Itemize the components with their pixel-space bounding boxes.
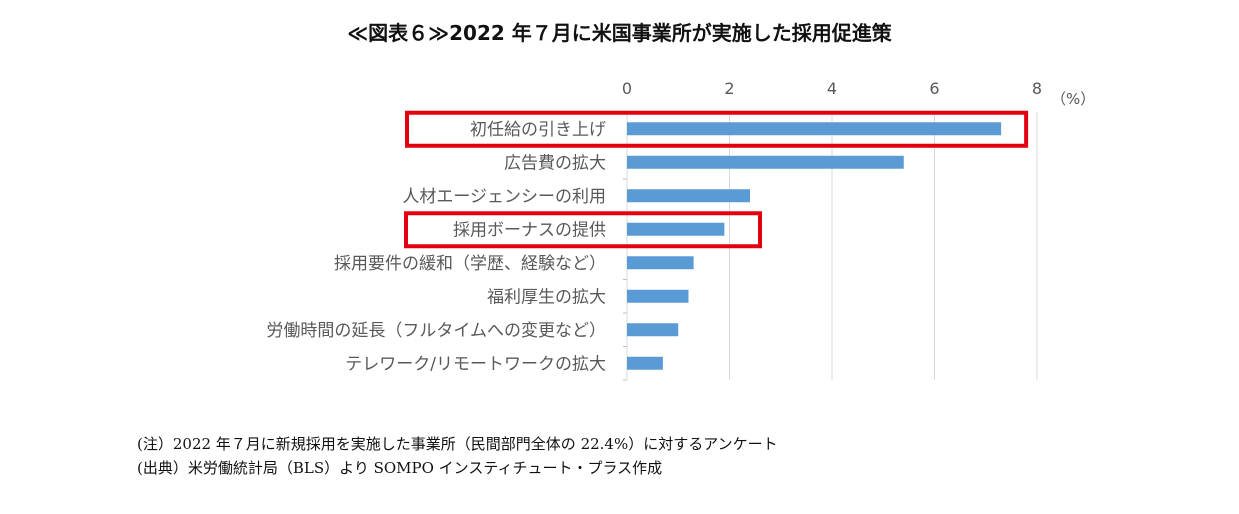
category-label: 初任給の引き上げ bbox=[470, 120, 606, 140]
source-line: (出典）米労働統計局（BLS）より SOMPO インスティチュート・プラス作成 bbox=[137, 459, 663, 477]
category-label: 福利厚生の拡大 bbox=[487, 287, 606, 307]
x-unit-label: （%） bbox=[1051, 90, 1095, 108]
bar bbox=[627, 356, 663, 370]
category-label: 広告費の拡大 bbox=[504, 153, 606, 173]
bar bbox=[627, 289, 689, 303]
x-tick-label: 6 bbox=[929, 79, 939, 98]
bar bbox=[627, 189, 750, 203]
note-line: (注）2022 年７月に新規採用を実施した事業所（民間部門全体の 22.4%）に… bbox=[137, 435, 778, 453]
category-label: テレワーク/リモートワークの拡大 bbox=[345, 354, 606, 374]
chart-title: ≪図表６≫2022 年７月に米国事業所が実施した採用促進策 bbox=[347, 21, 892, 45]
x-tick-label: 2 bbox=[724, 79, 734, 98]
category-label: 労働時間の延長（フルタイムへの変更など） bbox=[266, 321, 606, 341]
x-tick-label: 8 bbox=[1032, 79, 1042, 98]
highlight-box bbox=[405, 110, 1029, 148]
bar bbox=[627, 222, 725, 236]
highlight-box bbox=[404, 211, 762, 249]
category-label: 人材エージェンシーの利用 bbox=[402, 187, 606, 207]
chart-notes: (注）2022 年７月に新規採用を実施した事業所（民間部門全体の 22.4%）に… bbox=[137, 432, 778, 480]
bar bbox=[627, 155, 904, 169]
x-tick-label: 4 bbox=[827, 79, 837, 98]
category-label: 採用ボーナスの提供 bbox=[453, 220, 606, 240]
x-tick-label: 0 bbox=[622, 79, 632, 98]
category-label: 採用要件の緩和（学歴、経験など） bbox=[334, 254, 606, 274]
bar bbox=[627, 323, 679, 337]
bar bbox=[627, 122, 1002, 136]
bar bbox=[627, 256, 694, 270]
